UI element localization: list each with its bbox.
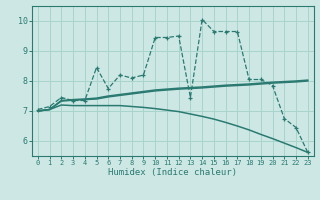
X-axis label: Humidex (Indice chaleur): Humidex (Indice chaleur) bbox=[108, 168, 237, 177]
